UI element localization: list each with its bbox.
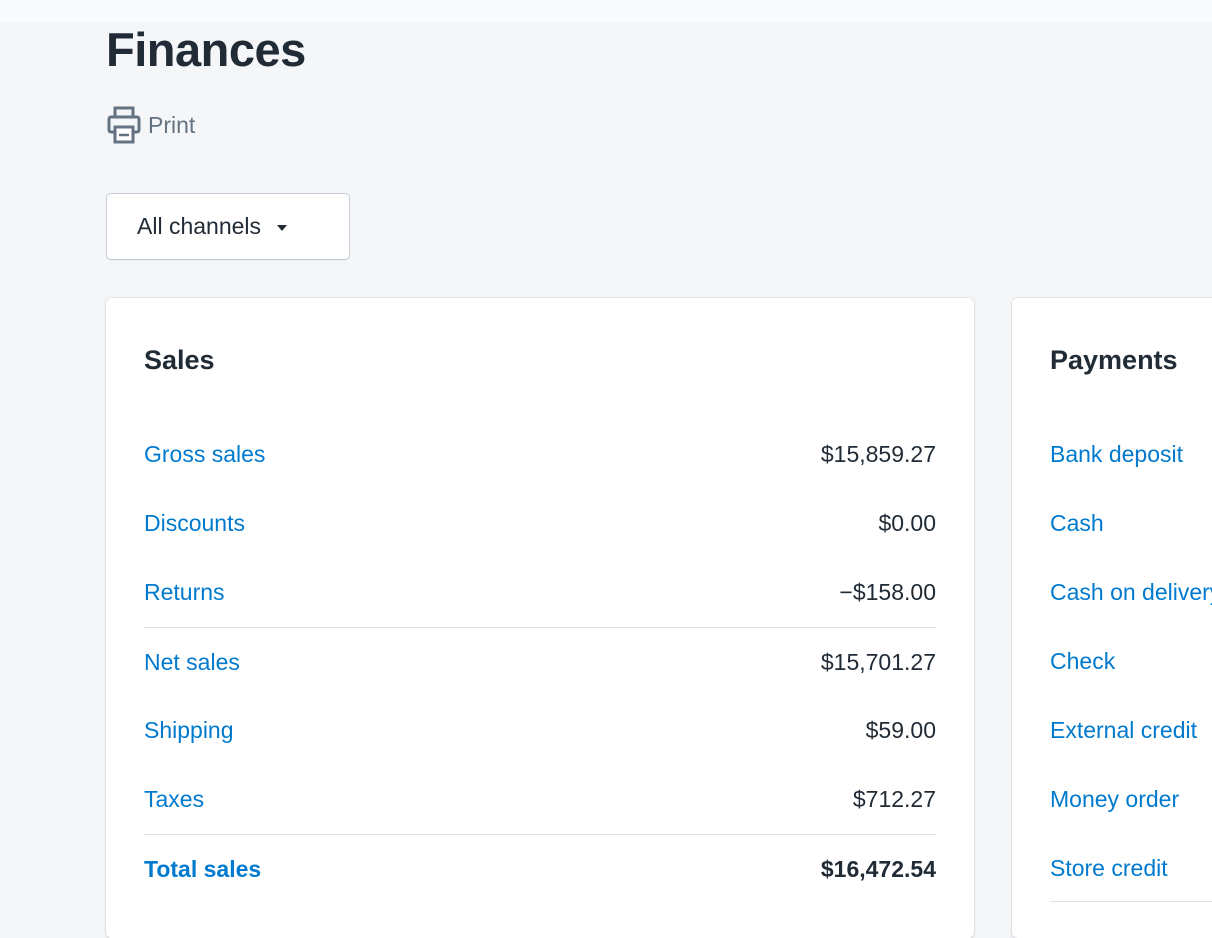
sales-row-discounts: Discounts $0.00 xyxy=(144,489,936,558)
shipping-value: $59.00 xyxy=(865,717,936,743)
gross-sales-value: $15,859.27 xyxy=(820,441,936,467)
sales-row-taxes: Taxes $712.27 xyxy=(144,765,936,834)
taxes-value: $712.27 xyxy=(852,786,936,812)
sales-card-title: Sales xyxy=(144,345,215,375)
page-title: Finances xyxy=(106,23,306,76)
gross-sales-link[interactable]: Gross sales xyxy=(144,441,266,467)
returns-link[interactable]: Returns xyxy=(144,579,225,605)
store-credit-link[interactable]: Store credit xyxy=(1050,855,1168,881)
total-sales-link[interactable]: Total sales xyxy=(144,855,262,882)
sales-row-returns: Returns −$158.00 xyxy=(144,558,936,627)
caret-down-icon xyxy=(277,224,288,231)
sales-row-gross-sales: Gross sales $15,859.27 xyxy=(144,420,936,489)
sales-row-net-sales: Net sales $15,701.27 xyxy=(144,627,936,696)
sales-rows: Gross sales $15,859.27 Discounts $0.00 R… xyxy=(144,420,936,903)
sales-row-shipping: Shipping $59.00 xyxy=(144,696,936,765)
payments-card-title: Payments xyxy=(1050,345,1178,375)
taxes-link[interactable]: Taxes xyxy=(144,786,205,812)
external-credit-link[interactable]: External credit xyxy=(1050,717,1198,743)
cash-on-delivery-link[interactable]: Cash on delivery xyxy=(1050,579,1212,605)
cash-link[interactable]: Cash xyxy=(1050,510,1104,536)
printer-icon xyxy=(106,105,142,145)
discounts-link[interactable]: Discounts xyxy=(144,510,245,536)
payments-row-check: Check xyxy=(1050,627,1212,696)
discounts-value: $0.00 xyxy=(878,510,936,536)
payments-row-bank-deposit: Bank deposit xyxy=(1050,420,1212,489)
channel-select-value: All channels xyxy=(137,213,262,239)
payments-row-money-order: Money order xyxy=(1050,765,1212,834)
print-label: Print xyxy=(148,112,196,138)
check-link[interactable]: Check xyxy=(1050,648,1116,674)
returns-value: −$158.00 xyxy=(839,579,936,605)
print-button[interactable]: Print xyxy=(106,105,195,145)
top-strip xyxy=(0,0,1212,22)
channel-select[interactable]: All channels xyxy=(106,193,350,260)
payments-row-external-credit: External credit xyxy=(1050,696,1212,765)
payments-row-store-credit: Store credit xyxy=(1050,834,1212,903)
money-order-link[interactable]: Money order xyxy=(1050,786,1180,812)
net-sales-link[interactable]: Net sales xyxy=(144,648,240,675)
sales-row-total-sales: Total sales $16,472.54 xyxy=(144,834,936,903)
total-sales-value: $16,472.54 xyxy=(820,855,936,882)
payments-card: Payments Bank deposit Cash Cash on deliv… xyxy=(1012,298,1212,938)
shipping-link[interactable]: Shipping xyxy=(144,717,234,743)
payments-rows: Bank deposit Cash Cash on delivery Check… xyxy=(1050,420,1212,903)
payments-row-cash: Cash xyxy=(1050,489,1212,558)
payments-divider xyxy=(1050,901,1212,902)
payments-row-cash-on-delivery: Cash on delivery xyxy=(1050,558,1212,627)
bank-deposit-link[interactable]: Bank deposit xyxy=(1050,441,1183,467)
net-sales-value: $15,701.27 xyxy=(820,648,936,675)
sales-card: Sales Gross sales $15,859.27 Discounts $… xyxy=(106,298,974,938)
